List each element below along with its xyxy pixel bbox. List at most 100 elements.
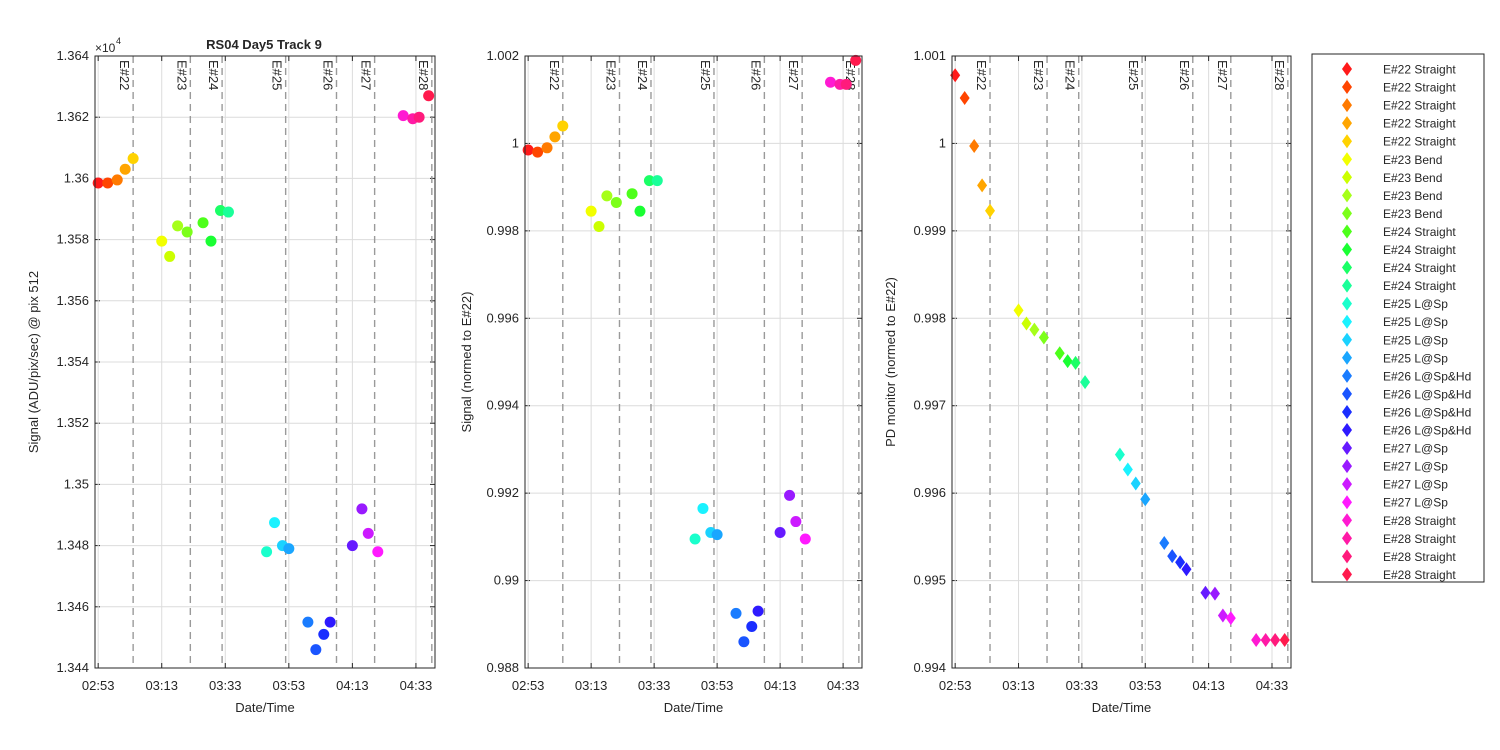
data-point <box>92 177 104 189</box>
data-point <box>222 206 234 218</box>
y-tick-label: 0.992 <box>486 485 519 500</box>
x-axis-label: Date/Time <box>235 700 294 715</box>
y-tick-label: 0.988 <box>486 660 519 675</box>
y-tick-label: 1.362 <box>56 109 89 124</box>
data-point <box>752 605 764 617</box>
y-tick-label: 1.356 <box>56 293 89 308</box>
y-tick-label: 0.994 <box>486 398 519 413</box>
legend-item: E#22 Straight <box>1342 62 1456 77</box>
data-point <box>541 142 553 154</box>
data-point <box>111 174 123 186</box>
y-tick-label: 1.348 <box>56 538 89 553</box>
event-label: E#24 <box>1063 60 1078 90</box>
legend-marker <box>1342 62 1352 76</box>
event-label: E#26 <box>1177 60 1192 90</box>
legend-label: E#28 Straight <box>1383 532 1456 546</box>
legend-label: E#27 L@Sp <box>1383 478 1448 492</box>
x-tick-label: 02:53 <box>82 678 115 693</box>
data-point <box>774 526 786 538</box>
legend-marker <box>1342 296 1352 311</box>
chart-panel-3: 0.994 0.995 0.996 0.997 0.998 0.999 1 1.001 02:5… <box>883 48 1292 715</box>
y-tick-label: 1.358 <box>56 232 89 247</box>
data-point <box>634 205 646 217</box>
data-point <box>711 529 723 541</box>
data-point <box>1175 555 1186 570</box>
data-point <box>1260 633 1271 648</box>
data-point <box>397 110 409 122</box>
event-label: E#23 <box>603 60 618 90</box>
data-point <box>372 546 384 558</box>
event-label: E#24 <box>635 60 650 90</box>
x-tick-label: 03:53 <box>1129 678 1162 693</box>
y-tick-label: 1.364 <box>56 48 89 63</box>
data-point <box>585 205 597 217</box>
chart-panel-1: 1.344 1.346 1.348 1.35 1.352 1.354 1.356 1.358 1… <box>26 48 436 715</box>
legend-item: E#23 Bend <box>1342 206 1442 221</box>
legend-marker <box>1342 260 1352 275</box>
legend-item: E#28 Straight <box>1342 567 1456 582</box>
y-tick-label: 1.354 <box>56 354 89 369</box>
legend-marker <box>1342 404 1352 419</box>
x-tick-label: 03:13 <box>575 678 608 693</box>
data-point <box>269 517 281 529</box>
legend-label: E#26 L@Sp&Hd <box>1383 387 1471 401</box>
legend-item: E#22 Straight <box>1342 80 1456 95</box>
data-point <box>959 90 970 105</box>
event-label: E#22 <box>547 60 562 90</box>
legend-marker <box>1342 152 1352 167</box>
legend-label: E#27 L@Sp <box>1383 496 1448 510</box>
legend-marker <box>1342 549 1352 564</box>
data-point <box>324 616 336 628</box>
data-point <box>283 543 295 555</box>
y-tick-label: 0.997 <box>913 398 946 413</box>
x-tick-label: 04:13 <box>336 678 369 693</box>
y-tick-label: 1.001 <box>913 48 946 63</box>
data-point <box>1080 375 1091 390</box>
legend-item: E#28 Straight <box>1342 513 1456 528</box>
legend-label: E#27 L@Sp <box>1383 442 1448 456</box>
data-point <box>181 226 193 238</box>
legend-marker <box>1342 80 1352 95</box>
data-point <box>651 175 663 187</box>
legend-label: E#23 Bend <box>1383 189 1442 203</box>
event-label: E#25 <box>1126 60 1141 90</box>
event-label: E#23 <box>174 60 189 90</box>
data-point <box>1062 354 1073 369</box>
legend-marker <box>1342 368 1352 383</box>
data-point <box>799 533 811 545</box>
x-tick-label: 03:33 <box>1066 678 1099 693</box>
x-tick-label: 03:33 <box>209 678 242 693</box>
data-point <box>549 131 561 143</box>
x-tick-label: 04:33 <box>1256 678 1289 693</box>
event-label: E#28 <box>416 60 431 90</box>
data-point <box>557 120 569 132</box>
y-tick-label: 0.998 <box>913 310 946 325</box>
plot-area <box>952 56 1291 668</box>
legend-item: E#22 Straight <box>1342 98 1456 113</box>
y-tick-label: 1.36 <box>64 170 89 185</box>
x-tick-label: 04:33 <box>400 678 433 693</box>
svg-text:×10: ×10 <box>95 41 116 55</box>
x-axis-label: Date/Time <box>1092 700 1151 715</box>
legend-label: E#24 Straight <box>1383 261 1456 275</box>
legend-item: E#23 Bend <box>1342 188 1442 203</box>
data-point <box>302 616 314 628</box>
legend-marker <box>1342 531 1352 546</box>
legend-label: E#22 Straight <box>1383 99 1456 113</box>
data-point <box>318 628 330 640</box>
legend-marker <box>1342 459 1352 474</box>
data-point <box>1270 633 1281 648</box>
x-tick-label: 03:13 <box>145 678 178 693</box>
data-point <box>119 163 131 175</box>
data-point <box>1181 562 1192 577</box>
legend-marker <box>1342 242 1352 257</box>
legend-item: E#24 Straight <box>1342 260 1456 275</box>
event-label: E#28 <box>1272 60 1287 90</box>
legend-marker <box>1342 170 1352 185</box>
x-tick-label: 02:53 <box>939 678 972 693</box>
data-point <box>310 644 322 656</box>
data-point <box>1159 535 1170 550</box>
data-point <box>643 175 655 187</box>
data-point <box>423 90 435 102</box>
legend-item: E#22 Straight <box>1342 134 1456 149</box>
